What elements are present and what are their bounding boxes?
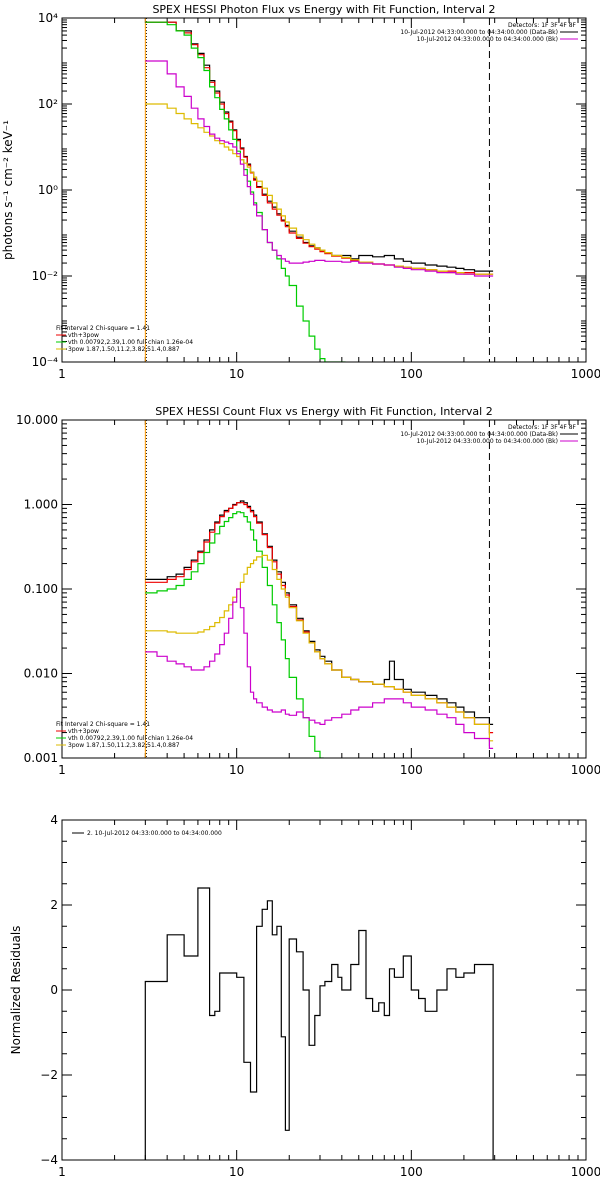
series-group <box>145 500 494 758</box>
y-tick-label: −2 <box>40 1068 58 1082</box>
series-group <box>144 887 494 1160</box>
chart-title: SPEX HESSI Photon Flux vs Energy with Fi… <box>152 3 495 16</box>
y-tick-label: 1.000 <box>24 498 58 512</box>
fit-legend-header: Fit Interval 2 Chi-square = 1.41 <box>56 325 150 332</box>
y-tick-label: 10.000 <box>16 413 58 427</box>
x-tick-label: 1 <box>58 763 66 777</box>
plot-frame <box>61 819 587 1161</box>
series-line <box>145 103 494 275</box>
x-tick-label: 10 <box>229 763 244 777</box>
y-tick-label: 10² <box>38 97 58 111</box>
fit-legend-entry: vth 0.00792,2.39,1.00 full chian 1.26e-0… <box>68 735 193 742</box>
series-line <box>145 60 494 277</box>
y-tick-label: 10⁰ <box>38 183 58 197</box>
legend-entry: 10-Jul-2012 04:33:00.000 to 04:34:00.000… <box>400 431 558 438</box>
y-tick-label: 0.010 <box>24 667 58 681</box>
y-tick-label: 10⁴ <box>38 11 58 25</box>
series-line <box>145 502 494 734</box>
count-flux-panel: SPEX HESSI Count Flux vs Energy with Fit… <box>16 405 600 777</box>
legend-header: Detectors: 1F 3F 4F 8F <box>508 424 577 431</box>
y-tick-label: 4 <box>50 813 58 827</box>
residuals-panel: Normalized Residuals 1 10 100 1000 −4 −2 0 2 4 2. … <box>9 813 600 1179</box>
x-tick-label: 10 <box>229 367 244 381</box>
x-tick-label: 10 <box>229 1165 244 1179</box>
photon-flux-panel: SPEX HESSI Photon Flux vs Energy with Fi… <box>1 3 600 381</box>
plot-frame <box>61 17 587 363</box>
legend-entry: 2. 10-Jul-2012 04:33:00.000 to 04:34:00.… <box>87 830 222 837</box>
y-axis-label: photons s⁻¹ cm⁻² keV⁻¹ <box>1 120 15 260</box>
legend-entry: 10-Jul-2012 04:33:00.000 to 04:34:00.000… <box>417 438 558 445</box>
x-tick-label: 1 <box>58 367 66 381</box>
x-tick-label: 1000 <box>571 1165 600 1179</box>
y-tick-label: 0.100 <box>24 582 58 596</box>
x-tick-label: 100 <box>400 763 423 777</box>
x-tick-label: 1000 <box>571 763 600 777</box>
fit-legend-entry: vth+3pow <box>68 332 99 339</box>
series-line <box>145 554 494 742</box>
legend-header: Detectors: 1F 3F 4F 8F <box>508 22 577 29</box>
fit-legend-entry: vth+3pow <box>68 728 99 735</box>
x-tick-label: 100 <box>400 367 423 381</box>
series-line <box>145 511 324 758</box>
fit-legend-entry: 3pow 1.87,1.50,11.2,3.82,51.4,0.887 <box>68 742 180 749</box>
y-tick-label: 10⁻² <box>32 269 59 283</box>
series-line <box>145 21 494 275</box>
fit-legend-entry: 3pow 1.87,1.50,11.2,3.82,51.4,0.887 <box>68 346 180 353</box>
x-tick-label: 1000 <box>571 367 600 381</box>
series-line <box>145 588 494 750</box>
series-line <box>144 887 494 1160</box>
legend-entry: 10-Jul-2012 04:33:00.000 to 04:34:00.000… <box>400 29 558 36</box>
series-group <box>145 21 494 362</box>
y-tick-label: 2 <box>50 898 58 912</box>
legend-entry: 10-Jul-2012 04:33:00.000 to 04:34:00.000… <box>417 36 558 43</box>
y-axis-label: Normalized Residuals <box>9 926 23 1055</box>
chart-title: SPEX HESSI Count Flux vs Energy with Fit… <box>155 405 492 418</box>
fit-legend-header: Fit Interval 2 Chi-square = 1.41 <box>56 721 150 728</box>
y-tick-label: 0 <box>50 983 58 997</box>
x-tick-label: 100 <box>400 1165 423 1179</box>
y-tick-label: 0.001 <box>24 751 58 765</box>
y-tick-label: 10⁻⁴ <box>32 355 59 369</box>
plot-frame <box>61 419 587 759</box>
series-line <box>145 500 494 726</box>
series-line <box>145 21 346 362</box>
series-line <box>145 21 494 272</box>
y-tick-label: −4 <box>40 1153 58 1167</box>
fit-legend-entry: vth 0.00792,2.39,1.00 full chian 1.26e-0… <box>68 339 193 346</box>
x-tick-label: 1 <box>58 1165 66 1179</box>
